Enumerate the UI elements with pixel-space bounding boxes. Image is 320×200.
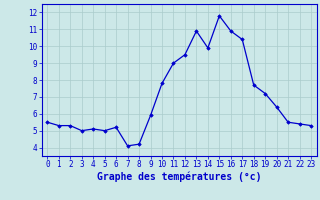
- X-axis label: Graphe des températures (°c): Graphe des températures (°c): [97, 172, 261, 182]
